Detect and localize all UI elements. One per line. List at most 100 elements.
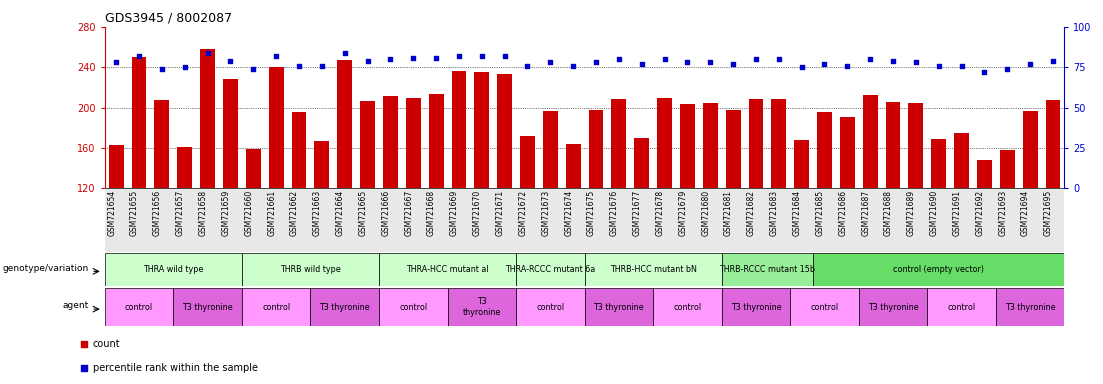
Bar [566, 144, 580, 188]
Bar [589, 109, 603, 188]
Bar [996, 288, 1064, 326]
Point [770, 56, 788, 62]
Text: GSM721691: GSM721691 [953, 190, 962, 236]
Bar [200, 49, 215, 188]
Point [405, 55, 422, 61]
Text: GSM721659: GSM721659 [222, 190, 231, 236]
Text: GSM721664: GSM721664 [335, 190, 344, 236]
Text: GSM721679: GSM721679 [678, 190, 687, 236]
Text: GSM721683: GSM721683 [770, 190, 779, 236]
Bar [131, 57, 147, 188]
Point [542, 59, 559, 65]
Text: GSM721695: GSM721695 [1043, 190, 1053, 236]
Text: THRB-RCCC mutant 15b: THRB-RCCC mutant 15b [719, 265, 815, 274]
Bar [516, 288, 585, 326]
Bar [634, 138, 650, 188]
Point [335, 50, 353, 56]
Bar [429, 94, 443, 188]
Text: T3 thyronine: T3 thyronine [320, 303, 370, 312]
Bar [726, 109, 740, 188]
Bar [794, 140, 810, 188]
Point [267, 53, 285, 59]
Bar [977, 160, 992, 188]
Point [518, 63, 536, 69]
Point [290, 63, 308, 69]
Bar [109, 145, 124, 188]
Text: GSM721676: GSM721676 [610, 190, 619, 236]
Bar [611, 99, 627, 188]
Point [953, 63, 971, 69]
Bar [379, 288, 448, 326]
Text: GSM721662: GSM721662 [290, 190, 299, 236]
Bar [173, 288, 242, 326]
Bar [379, 253, 516, 286]
Text: GSM721657: GSM721657 [175, 190, 185, 236]
Bar [383, 96, 398, 188]
Bar [448, 288, 516, 326]
Text: GSM721678: GSM721678 [655, 190, 664, 236]
Point [885, 58, 902, 64]
Point [1045, 58, 1062, 64]
Bar [585, 253, 721, 286]
Point [495, 53, 513, 59]
Point [107, 59, 125, 65]
Text: control (empty vector): control (empty vector) [893, 265, 984, 274]
Text: GSM721665: GSM721665 [358, 190, 367, 236]
Point [655, 56, 673, 62]
Point [998, 66, 1016, 72]
Point [930, 63, 947, 69]
Bar [474, 72, 490, 188]
Text: T3 thyronine: T3 thyronine [730, 303, 781, 312]
Text: GSM721692: GSM721692 [975, 190, 984, 236]
Text: GSM721694: GSM721694 [1021, 190, 1030, 236]
Bar [269, 67, 283, 188]
Text: percentile rank within the sample: percentile rank within the sample [93, 362, 258, 373]
Text: GSM721690: GSM721690 [930, 190, 939, 236]
Bar [242, 253, 379, 286]
Point [747, 56, 764, 62]
Bar [1022, 111, 1038, 188]
Bar [790, 288, 859, 326]
Text: T3 thyronine: T3 thyronine [868, 303, 919, 312]
Bar [543, 111, 558, 188]
Text: GDS3945 / 8002087: GDS3945 / 8002087 [105, 11, 232, 24]
Bar [1046, 101, 1060, 188]
Bar [839, 117, 855, 188]
Bar [863, 95, 878, 188]
Bar [813, 253, 1064, 286]
Point [153, 66, 171, 72]
Text: THRB wild type: THRB wild type [280, 265, 341, 274]
Point [473, 53, 491, 59]
Bar [928, 288, 996, 326]
Point [610, 56, 628, 62]
Point [382, 56, 399, 62]
Bar [749, 99, 763, 188]
Text: THRA-HCC mutant al: THRA-HCC mutant al [406, 265, 489, 274]
Text: GSM721680: GSM721680 [702, 190, 710, 236]
Bar [314, 141, 330, 188]
Text: T3 thyronine: T3 thyronine [182, 303, 233, 312]
Text: control: control [947, 303, 976, 312]
Bar [105, 288, 173, 326]
Text: THRA wild type: THRA wild type [143, 265, 204, 274]
Text: GSM721671: GSM721671 [495, 190, 504, 236]
Text: GSM721693: GSM721693 [998, 190, 1007, 236]
Bar [246, 149, 260, 188]
Bar [909, 104, 923, 188]
Text: GSM721658: GSM721658 [199, 190, 207, 236]
Text: GSM721656: GSM721656 [153, 190, 162, 236]
Bar [954, 133, 970, 188]
Text: GSM721681: GSM721681 [724, 190, 733, 236]
Point [587, 59, 604, 65]
Bar [291, 112, 307, 188]
Point [405, 239, 422, 245]
Text: THRA-RCCC mutant 6a: THRA-RCCC mutant 6a [505, 265, 596, 274]
Text: GSM721654: GSM721654 [107, 190, 116, 236]
Point [1021, 61, 1039, 67]
Point [678, 59, 696, 65]
Bar [242, 288, 310, 326]
Text: control: control [263, 303, 290, 312]
Point [838, 63, 856, 69]
Text: GSM721682: GSM721682 [747, 190, 756, 236]
Bar [859, 288, 928, 326]
